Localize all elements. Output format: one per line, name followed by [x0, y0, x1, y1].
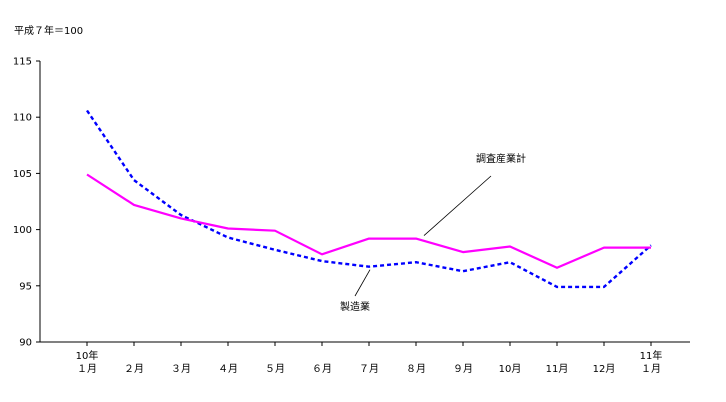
series-line-all-industries [86, 173, 651, 269]
y-tick-label: 115 [13, 57, 32, 68]
x-tick-label-year: 11年 [640, 349, 663, 362]
x-tick-label-month: ４月 [218, 363, 238, 375]
x-tick-label-year: 10年 [76, 349, 99, 362]
x-tick-label-month: 11月 [546, 363, 569, 375]
x-tick-label-month: １月 [77, 363, 97, 375]
y-tick-label: 90 [19, 338, 32, 349]
chart-unit-label: 平成７年＝100 [14, 24, 83, 37]
series-line-manufacturing [86, 109, 652, 289]
x-tick-label-month: ８月 [406, 363, 426, 375]
x-tick-label-month: １月 [641, 363, 661, 375]
y-tick-label: 105 [13, 169, 32, 180]
x-tick-label-month: 12月 [593, 363, 616, 375]
x-tick-label-month: ７月 [359, 363, 379, 375]
callout-leader-all-industries [423, 175, 492, 236]
series-label-all-industries: 調査産業計 [476, 152, 526, 165]
chart-series-layer [86, 109, 652, 289]
y-tick-label: 110 [13, 113, 32, 124]
callout-leader-manufacturing [354, 269, 371, 297]
x-tick-label-month: ６月 [312, 363, 332, 375]
x-tick-label-month: ２月 [124, 363, 144, 375]
y-tick-label: 95 [19, 281, 32, 292]
x-tick-label-month: ９月 [453, 363, 473, 375]
x-tick-label-month: ３月 [171, 363, 191, 375]
x-tick-label-month: ５月 [265, 363, 285, 375]
y-tick-label: 100 [13, 225, 32, 236]
series-label-manufacturing: 製造業 [340, 300, 370, 313]
x-tick-label-month: 10月 [499, 363, 522, 375]
